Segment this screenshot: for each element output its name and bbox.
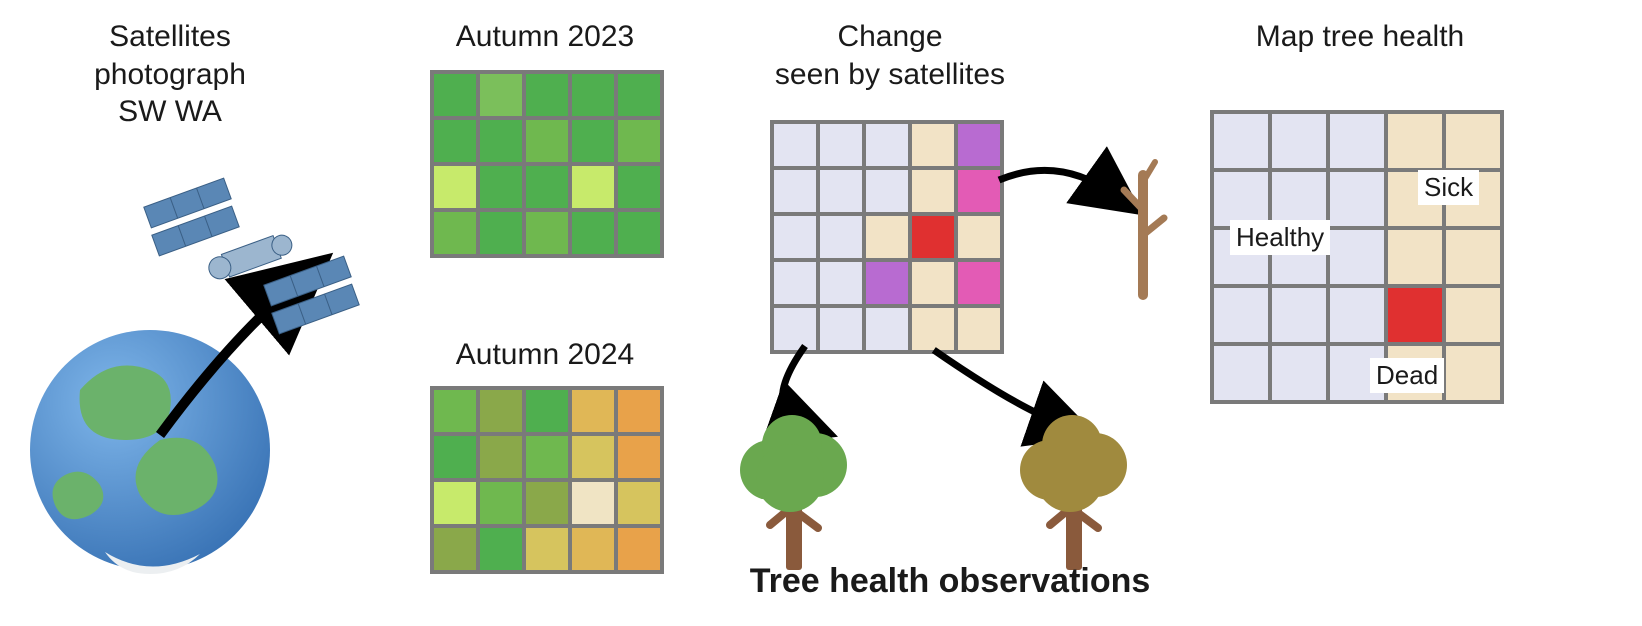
dead-tree-icon [1110, 140, 1180, 300]
grid-cell [1330, 172, 1384, 226]
grid-cell [1330, 230, 1384, 284]
grid-cell [1446, 230, 1500, 284]
grid-cell [1446, 114, 1500, 168]
grid-cell [1214, 172, 1268, 226]
grid-cell [1214, 346, 1268, 400]
grid-cell [1272, 288, 1326, 342]
grid-cell [1446, 288, 1500, 342]
sick-tree-icon [1000, 410, 1150, 580]
healthy-tree-icon [720, 410, 870, 580]
grid-cell [1388, 230, 1442, 284]
grid-cell [1446, 346, 1500, 400]
map-panel-title: Map tree health [1210, 18, 1510, 56]
dead-tag: Dead [1370, 358, 1444, 393]
grid-cell [1214, 114, 1268, 168]
grid-cell [1272, 114, 1326, 168]
arrow-to-dead-tree [999, 170, 1115, 195]
grid-cell [1272, 346, 1326, 400]
grid-cell [1330, 114, 1384, 168]
tree-health-observations-label: Tree health observations [720, 560, 1180, 603]
grid-cell [1330, 288, 1384, 342]
grid-cell [1388, 288, 1442, 342]
map-health-grid [1210, 110, 1504, 404]
infographic-stage: Satellites photograph SW WA Autumn 2023 [0, 0, 1642, 626]
grid-cell [1272, 172, 1326, 226]
sick-tag: Sick [1418, 170, 1479, 205]
healthy-tag: Healthy [1230, 220, 1330, 255]
grid-cell [1214, 288, 1268, 342]
grid-cell [1388, 114, 1442, 168]
